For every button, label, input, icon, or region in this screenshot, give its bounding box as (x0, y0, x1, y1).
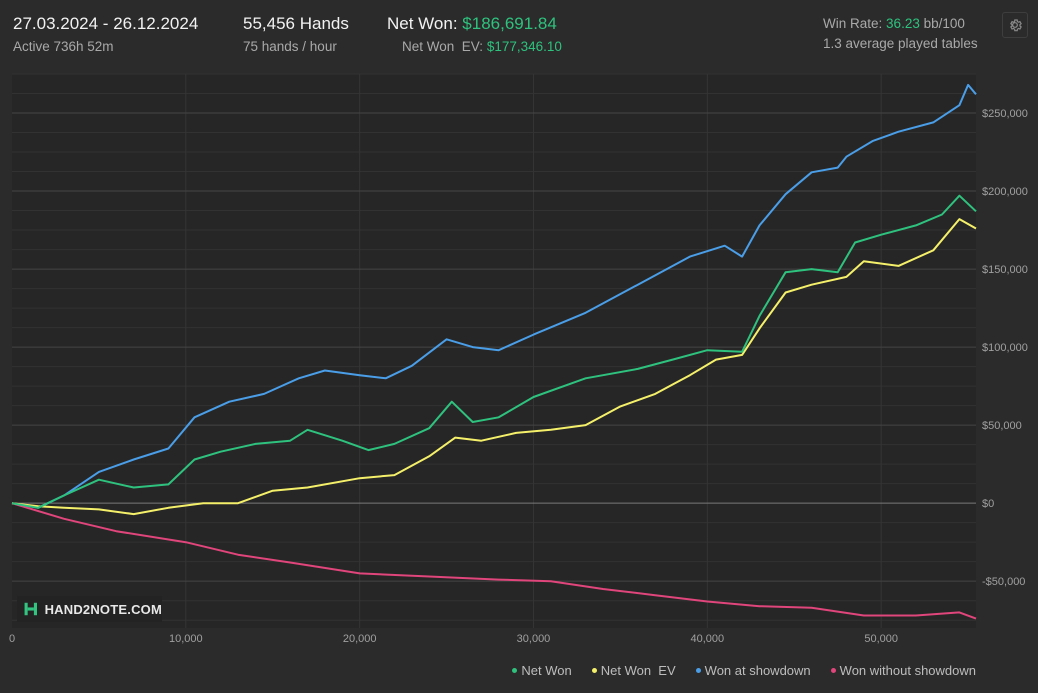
series-line-net-won (11, 194, 977, 509)
legend-non-showdown-marker (830, 668, 836, 673)
x-tick-label: 0 (9, 633, 15, 645)
series-line-won-at-showdown (11, 83, 977, 509)
hand2note-logo-icon (24, 602, 38, 616)
series-line-won-without-showdown (11, 502, 977, 620)
y-tick-label: $200,000 (982, 186, 1028, 198)
legend-showdown-label: Won at showdown (704, 663, 811, 678)
win-rate-value: 36.23 (886, 16, 920, 31)
y-tick-label: $250,000 (982, 108, 1028, 120)
win-rate-block: Win Rate: 36.23 bb/100 1.3 average playe… (823, 16, 978, 51)
grid-layer (12, 73, 976, 628)
hands-block: 55,456 Hands 75 hands / hour (243, 14, 349, 54)
legend-net-won-ev-marker (591, 668, 597, 673)
tick-layer: -$50,000 $0 $50,000 $100,000 $150,000 $200,00… (9, 108, 1028, 645)
x-tick-label: 20,000 (343, 633, 377, 645)
series-line-net-won-ev (11, 218, 977, 516)
plot-area (12, 74, 976, 628)
y-tick-label: $50,000 (982, 420, 1022, 432)
hands-rate: 75 hands / hour (243, 39, 337, 54)
avg-tables: 1.3 average played tables (823, 36, 978, 51)
legend-non-showdown-label: Won without showdown (839, 663, 976, 678)
net-won-line: Net Won: $186,691.84 (387, 14, 562, 34)
win-rate-unit: bb/100 (923, 16, 965, 31)
x-tick-label: 50,000 (864, 633, 898, 645)
chart-legend: Net Won Net Won EV Won at showdown Won w… (512, 663, 976, 678)
x-tick-label: 30,000 (517, 633, 551, 645)
legend-non-showdown[interactable]: Won without showdown (830, 663, 976, 678)
net-won-ev-line: Net Won EV: $177,346.10 (387, 39, 562, 54)
gear-icon (1010, 19, 1022, 32)
net-won-ev-label: Net Won EV: (402, 39, 484, 54)
date-range-block: 27.03.2024 - 26.12.2024 Active 736h 52m (13, 14, 198, 54)
x-tick-label: 40,000 (690, 633, 724, 645)
hand2note-logo-text: HAND2NOTE.COM (44, 601, 162, 617)
series-layer (11, 83, 977, 620)
y-tick-label: $150,000 (982, 264, 1028, 276)
net-won-label: Net Won: (387, 14, 458, 33)
y-tick-label: -$50,000 (982, 576, 1025, 588)
date-range: 27.03.2024 - 26.12.2024 (13, 14, 199, 33)
legend-showdown-marker (695, 668, 701, 673)
legend-net-won-label: Net Won (521, 663, 572, 678)
legend-net-won[interactable]: Net Won (512, 663, 572, 678)
hands-total: 55,456 Hands (243, 14, 349, 33)
x-tick-label: 10,000 (169, 633, 203, 645)
legend-net-won-ev[interactable]: Net Won EV (591, 663, 676, 678)
net-won-value: $186,691.84 (462, 14, 557, 33)
legend-showdown[interactable]: Won at showdown (695, 663, 811, 678)
y-tick-label: $100,000 (982, 342, 1028, 354)
net-won-ev-value: $177,346.10 (486, 39, 562, 54)
win-rate-label: Win Rate: (823, 16, 883, 31)
legend-net-won-marker (512, 668, 518, 673)
net-won-block: Net Won: $186,691.84 Net Won EV: $177,34… (387, 14, 562, 54)
legend-net-won-ev-label: Net Won EV (600, 663, 676, 678)
active-time: Active 736h 52m (13, 39, 114, 54)
hand2note-logo: HAND2NOTE.COM (17, 596, 162, 622)
y-tick-label: $0 (982, 498, 994, 510)
chart-header: 27.03.2024 - 26.12.2024 Active 736h 52m … (0, 0, 1038, 70)
win-rate-line: Win Rate: 36.23 bb/100 (823, 16, 978, 31)
settings-button[interactable] (1002, 12, 1028, 38)
